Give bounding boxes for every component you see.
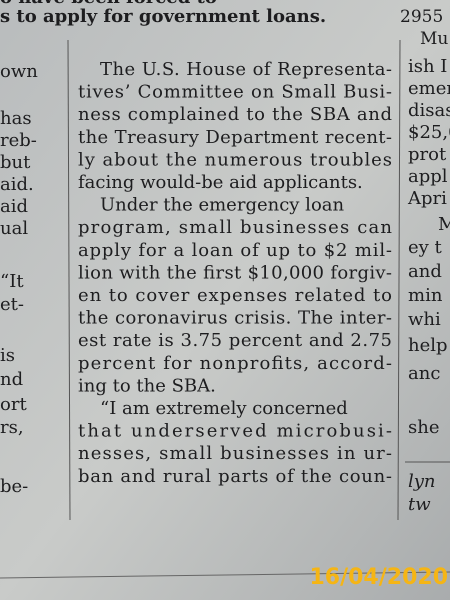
right-fragment: emer (408, 78, 450, 99)
left-fragment: is (0, 345, 15, 366)
page-rule (0, 571, 450, 579)
left-fragment: be- (0, 476, 28, 497)
body-line: ban and rural parts of the coun- (78, 466, 392, 487)
right-fragment: anc (408, 363, 440, 384)
column-rule (397, 39, 401, 521)
left-fragment: aid (0, 196, 28, 217)
right-fragment: $25,0 (408, 122, 450, 143)
body-line: ly about the numerous troubles (78, 149, 392, 170)
column-rule (67, 39, 71, 521)
right-fragment: Apri (407, 188, 447, 209)
right-fragment: she (408, 417, 439, 438)
body-line: apply for a loan of up to $2 mil- (78, 240, 392, 261)
headline-top: o have been forced to (0, 0, 217, 8)
body-line: lion with the first $10,000 forgiv- (78, 262, 392, 283)
body-line: ness complained to the SBA and (78, 104, 392, 125)
body-line: program, small businesses can (78, 217, 392, 238)
left-fragment: ort (0, 394, 27, 415)
body-line: est rate is 3.75 percent and 2.75 (78, 330, 392, 351)
body-line: facing would-be aid applicants. (78, 172, 363, 193)
body-line: tives’ Committee on Small Busi- (78, 82, 392, 103)
right-fragment: appl (408, 166, 448, 187)
body-line: the Treasury Department recent- (78, 127, 392, 148)
left-fragment: reb- (0, 130, 37, 151)
body-line: en to cover expenses related to (78, 285, 392, 306)
left-fragment: “It (0, 271, 24, 292)
right-fragment: ish I (408, 56, 447, 77)
right-fragment: disas (408, 100, 450, 121)
left-fragment: et- (0, 294, 24, 315)
header-fragment: Mu (420, 29, 448, 49)
body-line: that underserved microbusi- (78, 421, 392, 442)
right-fragment: and (408, 261, 442, 282)
left-fragment: aid. (0, 174, 34, 195)
body-line: Under the emergency loan (100, 195, 345, 216)
right-fragment: M (438, 214, 450, 235)
left-fragment: but (0, 152, 31, 173)
right-fragment: lyn (408, 471, 436, 492)
body-line: nesses, small businesses in ur- (78, 443, 392, 464)
body-line: ing to the SBA. (78, 375, 216, 396)
left-fragment: ual (0, 218, 28, 239)
body-line: “I am extremely concerned (100, 398, 348, 419)
right-fragment: prot (408, 144, 447, 165)
header-fragment: 2955 (400, 7, 443, 27)
headline: s to apply for government loans. (0, 6, 326, 27)
left-fragment: rs, (0, 417, 24, 438)
date-stamp: 16/04/2020 (309, 565, 448, 590)
body-line: percent for nonprofits, accord- (78, 353, 392, 374)
right-fragment: ey t (408, 237, 443, 258)
right-fragment: tw (408, 494, 431, 515)
body-line: the coronavirus crisis. The inter- (78, 308, 392, 329)
body-line: The U.S. House of Representa- (100, 59, 392, 80)
left-fragment: nd (0, 369, 23, 390)
right-fragment: help (408, 335, 448, 356)
right-fragment: whi (408, 309, 441, 330)
left-fragment: own (0, 61, 38, 82)
right-fragment: min (408, 285, 443, 306)
left-fragment: has (0, 108, 32, 129)
